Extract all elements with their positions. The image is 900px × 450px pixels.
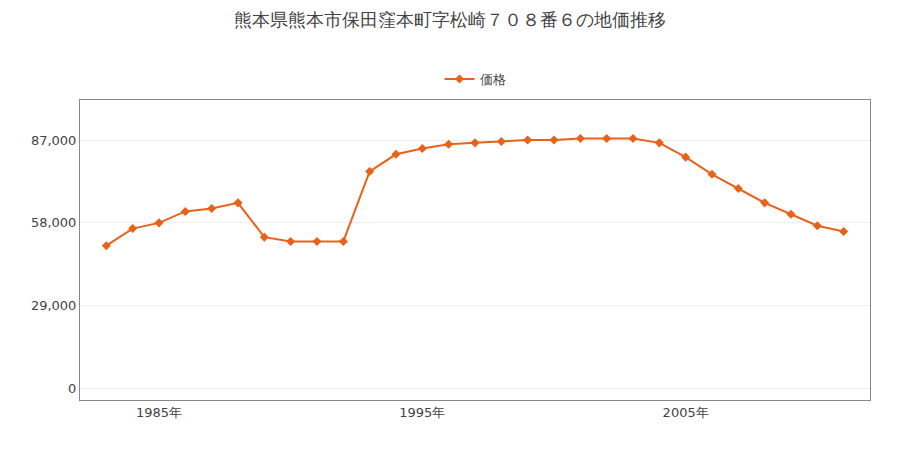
svg-text:87,000: 87,000 bbox=[31, 133, 77, 148]
svg-text:58,000: 58,000 bbox=[31, 215, 77, 230]
svg-text:1985年: 1985年 bbox=[136, 405, 182, 420]
svg-text:1995年: 1995年 bbox=[399, 405, 445, 420]
svg-text:29,000: 29,000 bbox=[31, 298, 77, 313]
svg-text:0: 0 bbox=[68, 381, 76, 396]
svg-text:熊本県熊本市保田窪本町字松崎７０８番６の地価推移: 熊本県熊本市保田窪本町字松崎７０８番６の地価推移 bbox=[234, 9, 666, 30]
svg-text:価格: 価格 bbox=[480, 72, 506, 87]
svg-text:2005年: 2005年 bbox=[663, 405, 709, 420]
